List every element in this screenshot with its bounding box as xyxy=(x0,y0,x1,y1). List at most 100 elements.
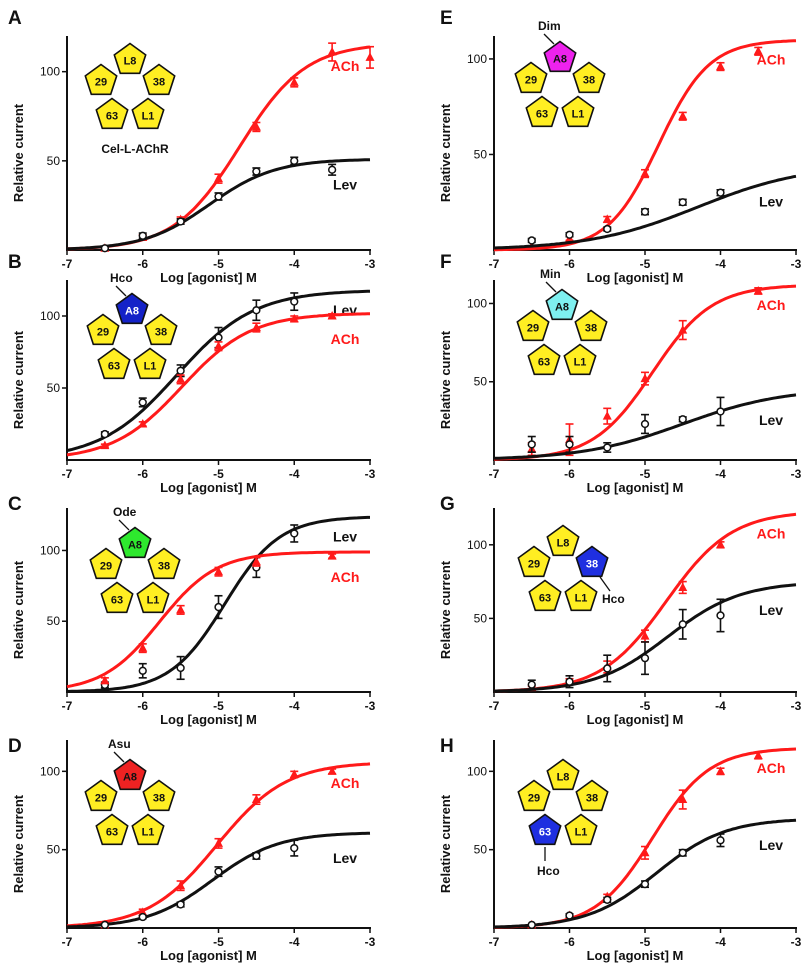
fit-curve-lev xyxy=(493,393,797,460)
subunit-pentagon xyxy=(528,579,562,612)
subunit-label: L1 xyxy=(575,827,588,839)
x-tick-label: -5 xyxy=(213,257,224,271)
panel-h: H -7 -6 -5 -4 -3 50 100 Log [agonist] M Relative … xyxy=(438,736,802,963)
subunit-label: 29 xyxy=(527,323,539,335)
x-tick-label: -4 xyxy=(715,935,726,949)
data-point-circle xyxy=(716,611,725,620)
x-tick-label: -5 xyxy=(213,935,224,949)
data-point-triangle xyxy=(640,168,650,178)
data-point-circle xyxy=(138,912,147,922)
subunit-pentagon xyxy=(95,813,129,846)
data-point-triangle xyxy=(214,173,223,183)
x-tick-label: -6 xyxy=(564,257,575,271)
receptor-diagram: A8 38 L1 63 29 Hco xyxy=(86,271,178,380)
x-tick-label: -6 xyxy=(564,467,575,481)
subunit-pentagon xyxy=(575,779,609,812)
panel-a: A -7 -6 -5 -4 -3 50 100 Log [agonist] M Relative … xyxy=(8,8,376,285)
x-tick-label: -4 xyxy=(715,467,726,481)
y-axis-title: Relative current xyxy=(438,794,453,893)
panel-f: F -7 -6 -5 -4 -3 50 100 Log [agonist] M Relative … xyxy=(438,252,802,495)
data-point-circle xyxy=(100,429,110,439)
panel-d: D -7 -6 -5 -4 -3 50 100 Log [agonist] M Relative … xyxy=(8,736,376,963)
species-pointer-line xyxy=(545,281,557,293)
x-tick-label: -7 xyxy=(62,467,73,481)
data-point-circle xyxy=(527,680,536,689)
series-label-lev: Lev xyxy=(759,602,783,618)
data-point-triangle xyxy=(640,847,650,857)
receptor-diagram: A8 38 L1 63 29 Dim xyxy=(514,19,606,128)
subunit-label: 38 xyxy=(583,75,595,87)
data-point-circle xyxy=(716,407,725,416)
x-axis-title: Log [agonist] M xyxy=(160,948,257,963)
y-axis-title: Relative current xyxy=(438,560,453,659)
panel-label: A xyxy=(8,8,22,29)
x-tick-label: -6 xyxy=(137,257,148,271)
data-point-circle xyxy=(603,664,612,673)
panel-e: E -7 -6 -5 -4 -3 50 100 Log [agonist] M Relative … xyxy=(438,8,802,285)
subunit-label: 29 xyxy=(95,793,107,805)
data-point-circle xyxy=(603,895,612,904)
series-label-ach: ACh xyxy=(757,52,786,68)
receptor-diagram: L8 38 L1 63 29 Hco xyxy=(517,524,625,612)
data-point-circle xyxy=(716,188,725,197)
series-label-ach: ACh xyxy=(331,569,360,585)
x-tick-label: -7 xyxy=(489,935,500,949)
data-point-triangle xyxy=(640,631,650,640)
series-label-lev: Lev xyxy=(333,177,357,193)
data-point-circle xyxy=(138,666,147,675)
x-tick-label: -5 xyxy=(640,257,651,271)
series-label-lev: Lev xyxy=(333,850,357,866)
subunit-label: 38 xyxy=(586,793,598,805)
subunit-pentagon xyxy=(545,288,579,321)
subunit-pentagon xyxy=(564,813,598,846)
x-tick-label: -5 xyxy=(640,467,651,481)
x-axis-title: Log [agonist] M xyxy=(587,712,684,727)
subunit-pentagon xyxy=(115,292,149,325)
subunit-pentagon xyxy=(528,813,562,846)
data-point-triangle xyxy=(214,566,223,576)
species-pointer-line xyxy=(115,285,127,297)
subunit-label: L1 xyxy=(574,357,587,369)
x-tick-label: -4 xyxy=(715,699,726,713)
y-tick-label: 100 xyxy=(467,52,487,66)
x-tick-label: -6 xyxy=(137,935,148,949)
data-point-triangle xyxy=(138,643,148,652)
data-point-triangle xyxy=(251,794,261,804)
data-point-circle xyxy=(640,653,650,663)
subunit-label: L1 xyxy=(575,593,588,605)
y-tick-label: 100 xyxy=(467,296,487,310)
species-label: Hco xyxy=(110,271,133,285)
data-point-circle xyxy=(327,165,337,174)
data-point-triangle xyxy=(251,556,261,566)
subunit-pentagon xyxy=(84,779,118,812)
data-point-triangle xyxy=(753,46,763,55)
x-tick-label: -6 xyxy=(564,699,575,713)
receptor-diagram: A8 38 L1 63 29 Ode xyxy=(89,505,181,614)
data-point-circle xyxy=(290,843,299,853)
x-tick-label: -4 xyxy=(289,935,300,949)
data-point-triangle xyxy=(251,121,261,131)
data-point-triangle xyxy=(176,880,186,890)
x-tick-label: -7 xyxy=(62,935,73,949)
x-tick-label: -6 xyxy=(137,467,148,481)
data-point-circle xyxy=(214,192,223,201)
subunit-label: L8 xyxy=(124,56,137,68)
subunit-label: L1 xyxy=(572,109,585,121)
subunit-label: 38 xyxy=(155,327,167,339)
x-axis-title: Log [agonist] M xyxy=(160,480,257,495)
data-point-triangle xyxy=(176,604,186,614)
subunit-pentagon xyxy=(118,526,152,559)
data-point-circle xyxy=(176,217,185,226)
y-tick-label: 50 xyxy=(47,154,61,168)
subunit-pentagon xyxy=(546,758,580,791)
data-point-circle xyxy=(603,224,612,234)
data-point-triangle xyxy=(289,313,299,323)
data-point-triangle xyxy=(176,374,186,383)
subunit-label: 38 xyxy=(153,793,165,805)
data-point-circle xyxy=(640,207,650,216)
data-point-circle xyxy=(290,156,299,165)
subunit-pentagon xyxy=(131,97,165,130)
x-axis-title: Log [agonist] M xyxy=(587,948,684,963)
y-axis-title: Relative current xyxy=(11,794,26,893)
data-point-circle xyxy=(640,879,650,889)
